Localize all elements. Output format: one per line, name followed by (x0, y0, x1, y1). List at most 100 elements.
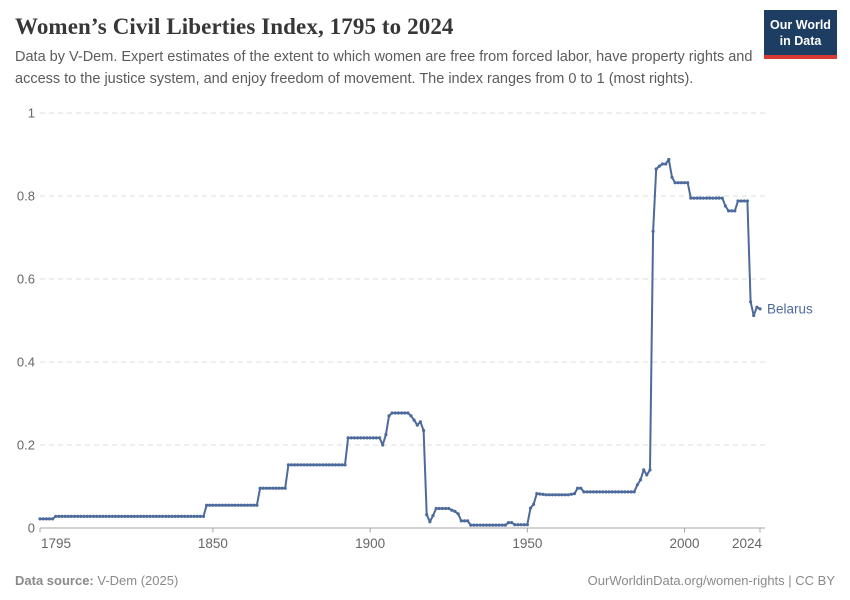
x-axis-tick-label: 1950 (512, 536, 542, 551)
data-point (91, 514, 95, 518)
entity-label: Belarus (767, 301, 813, 316)
data-point (739, 199, 743, 203)
data-point (343, 463, 347, 467)
data-point (664, 162, 668, 166)
data-point (497, 523, 501, 527)
data-point (289, 463, 294, 467)
data-point (563, 493, 567, 497)
data-point (44, 517, 48, 521)
owid-logo-line2: in Data (779, 34, 822, 49)
data-point (311, 463, 316, 467)
x-axis-tick-label: 1850 (198, 536, 228, 551)
data-point (588, 490, 592, 494)
data-point (456, 512, 460, 516)
data-point (686, 181, 690, 185)
data-point (186, 514, 190, 518)
data-point (714, 196, 718, 200)
data-point (135, 514, 140, 518)
data-point (510, 521, 514, 525)
data-point (195, 514, 199, 518)
data-point (437, 506, 441, 511)
data-point (708, 196, 712, 200)
data-point (315, 463, 319, 467)
data-point (403, 411, 407, 415)
data-point (88, 514, 92, 518)
data-point (258, 486, 262, 490)
data-point (560, 493, 564, 497)
page-subtitle: Data by V-Dem. Expert estimates of the e… (15, 49, 753, 87)
data-point (491, 523, 495, 527)
data-point (117, 514, 121, 518)
data-point (651, 229, 655, 233)
data-point (356, 436, 360, 440)
data-point (425, 513, 429, 517)
data-point (667, 157, 671, 162)
data-point (538, 492, 542, 496)
data-point (736, 199, 740, 203)
data-point (730, 209, 734, 213)
data-point (412, 418, 416, 422)
data-point (318, 463, 322, 467)
data-point (154, 514, 158, 518)
data-point (705, 196, 709, 200)
data-point (576, 486, 580, 490)
data-point (183, 514, 187, 518)
data-point (711, 196, 715, 200)
data-point (299, 463, 303, 467)
data-point (444, 506, 448, 511)
credit-link[interactable]: OurWorldinData.org/women-rights | CC BY (587, 573, 835, 588)
data-point (519, 523, 523, 527)
data-point (274, 486, 278, 490)
data-point (164, 514, 168, 518)
x-axis-tick-label: 2024 (732, 536, 763, 551)
data-point (179, 514, 184, 518)
owid-logo[interactable]: Our World in Data (764, 10, 837, 59)
data-point (582, 490, 586, 494)
data-point (638, 478, 643, 482)
data-point (607, 490, 611, 494)
data-point (176, 514, 180, 518)
data-point (616, 490, 621, 494)
data-point (434, 506, 438, 511)
data-point (645, 473, 649, 477)
data-point (550, 493, 555, 497)
data-point (104, 514, 108, 518)
y-axis-tick-label: 0 (28, 521, 35, 536)
data-point (271, 486, 275, 490)
data-point (132, 514, 136, 518)
data-point (503, 523, 507, 527)
data-point (598, 490, 602, 494)
data-point (352, 436, 356, 440)
data-point (129, 514, 133, 518)
data-point (82, 514, 86, 518)
data-point (742, 199, 746, 203)
data-point (192, 514, 196, 518)
data-point (54, 514, 58, 518)
data-point (95, 514, 99, 518)
data-point (230, 503, 234, 507)
data-point (494, 523, 498, 527)
data-point (198, 514, 202, 518)
data-point (591, 490, 596, 494)
data-point (657, 164, 662, 168)
data-point (758, 307, 762, 311)
data-point (695, 196, 699, 200)
data-point (205, 503, 209, 507)
data-point (528, 506, 533, 510)
data-point (120, 514, 124, 518)
data-point (557, 493, 561, 497)
data-point (286, 463, 290, 467)
data-point (692, 196, 696, 200)
data-point (720, 196, 724, 200)
data-point (60, 514, 64, 518)
data-point (101, 514, 105, 518)
axes (39, 527, 765, 533)
y-axis-tick-label: 1 (28, 106, 35, 121)
data-point (670, 175, 674, 179)
data-point (701, 196, 706, 200)
data-point (673, 181, 677, 185)
data-point (73, 514, 77, 518)
chart-canvas[interactable]: 0 0.2 0.4 0.6 0.8 1 1795 1850 1900 1950 2000 2024 B… (0, 90, 850, 560)
data-point (296, 463, 300, 467)
data-point (337, 463, 341, 467)
